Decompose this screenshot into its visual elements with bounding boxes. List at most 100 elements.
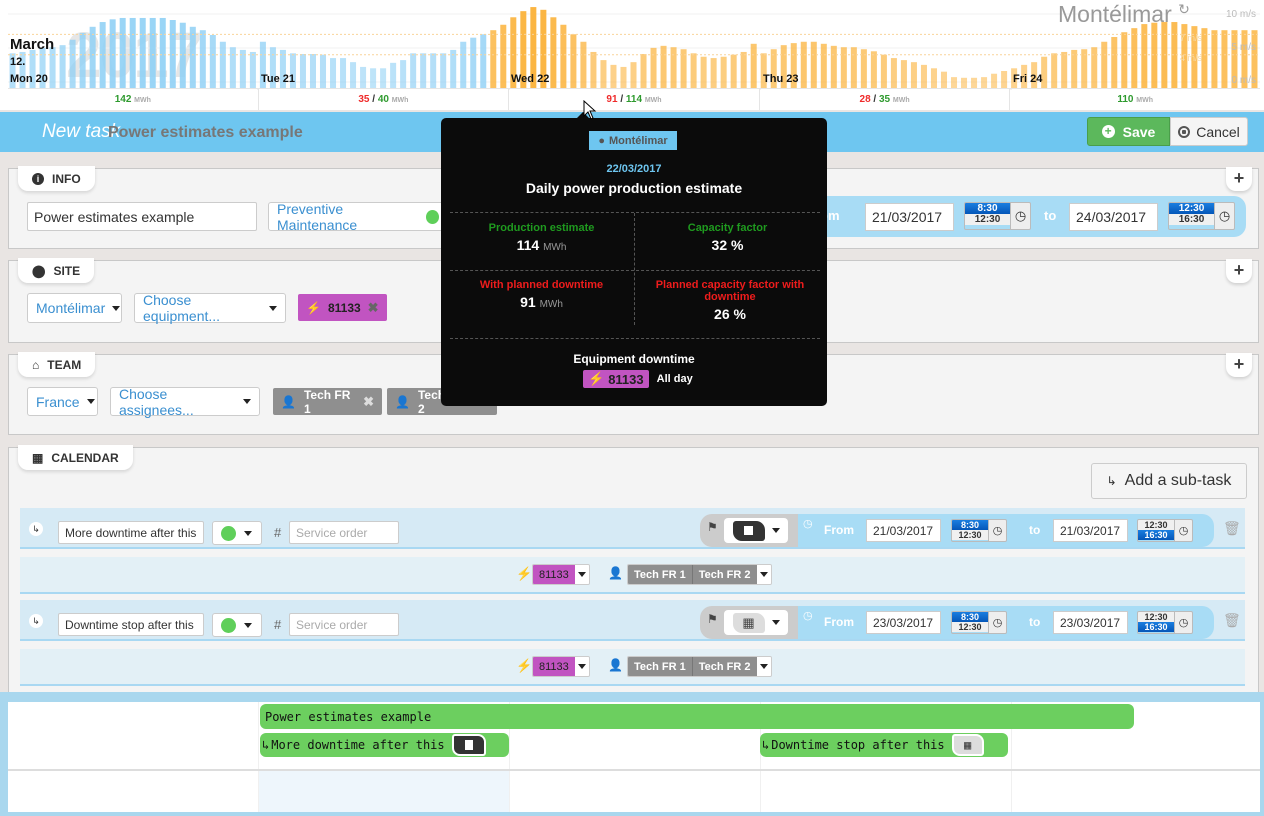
refresh-icon[interactable]: ↻	[1178, 1, 1190, 17]
service-order-input[interactable]: Service order	[289, 521, 399, 544]
wind-bar	[680, 49, 687, 88]
subtask-icon-select[interactable]: ▦	[724, 610, 788, 635]
wind-bar	[730, 54, 737, 88]
equipment-id: 81133	[608, 371, 644, 387]
wind-bar	[750, 43, 757, 88]
subtask-equipment-select[interactable]: 81133	[532, 564, 590, 585]
remove-icon[interactable]: ✖	[363, 393, 374, 409]
subtask-color-select[interactable]	[212, 613, 262, 637]
gantt-task-bar[interactable]: Power estimates example	[260, 704, 1134, 729]
wind-bar	[940, 71, 948, 88]
bar-label: Power estimates example	[265, 709, 432, 724]
from-time-slot[interactable]: 8:30 12:30	[951, 611, 989, 634]
time-slot-option[interactable]: 12:30	[965, 214, 1010, 225]
remove-icon[interactable]: ✖	[367, 299, 379, 315]
equipment-downtime-label: Equipment downtime	[573, 352, 695, 366]
time-slot-option[interactable]: 12:30	[1138, 520, 1174, 530]
clock-icon[interactable]: ◷	[1175, 519, 1193, 542]
downtime-capacity-factor: Planned capacity factor with downtime 26 …	[640, 279, 820, 322]
time-slot-option[interactable]: 12:30	[1138, 612, 1174, 622]
wind-bar	[690, 53, 697, 88]
from-time-slot[interactable]: 8:30 12:30	[964, 202, 1011, 230]
save-label: Save	[1122, 123, 1156, 140]
time-slot-option[interactable]: 12:30	[952, 622, 988, 632]
wind-bar	[460, 41, 467, 88]
time-slot-option[interactable]: 12:30	[1169, 203, 1214, 214]
subtask-name-input[interactable]: More downtime after this	[58, 521, 204, 544]
gantt-subtask-bar[interactable]: ↳ Downtime stop after this ▦	[760, 733, 1008, 757]
wind-bar	[229, 47, 236, 88]
subtask-color-select[interactable]	[212, 521, 262, 545]
wind-bar	[480, 34, 487, 88]
from-date-input[interactable]: 21/03/2017	[866, 519, 941, 542]
cancel-button[interactable]: Cancel	[1170, 117, 1248, 146]
estimate-value: 110	[1117, 94, 1134, 105]
time-slot-option[interactable]: 8:30	[952, 520, 988, 530]
from-time-slot[interactable]: 8:30 12:30	[951, 519, 989, 542]
day-summary[interactable]: 110 MWh	[1010, 89, 1260, 110]
subtask-icon-select[interactable]	[724, 518, 788, 543]
from-date-input[interactable]: 23/03/2017	[866, 611, 941, 634]
task-name-input[interactable]: Power estimates example	[27, 202, 257, 231]
task-type-select[interactable]: Preventive Maintenance	[268, 201, 448, 233]
subtask-equipment-select[interactable]: 81133	[532, 656, 590, 677]
country-select[interactable]: France	[27, 387, 98, 416]
service-order-input[interactable]: Service order	[289, 613, 399, 636]
wind-bar	[620, 66, 627, 88]
clock-icon[interactable]: ◷	[989, 519, 1007, 542]
wind-bar	[370, 68, 377, 88]
tab-label: CALENDAR	[51, 450, 119, 465]
wind-bar	[700, 56, 707, 88]
wind-bar	[760, 53, 767, 88]
expand-plus-button[interactable]: +	[1226, 167, 1252, 191]
save-button[interactable]: + Save	[1087, 117, 1170, 146]
expand-plus-button[interactable]: +	[1226, 259, 1252, 283]
expand-plus-button[interactable]: +	[1226, 353, 1252, 377]
time-slot-option[interactable]: 12:30	[952, 530, 988, 540]
subtask-resources-row: ⚡ 81133 👤 Tech FR 1 Tech FR 2	[20, 557, 1245, 594]
trash-icon[interactable]: 🗑	[1223, 520, 1241, 536]
stat-value: 91	[520, 294, 536, 310]
caret-down-icon	[112, 305, 121, 311]
clock-icon[interactable]: ◷	[989, 611, 1007, 634]
subtask-date-range: ◷ From 23/03/2017 8:30 12:30 ◷ to 23/03/2…	[798, 606, 1214, 639]
gantt-subtask-bar[interactable]: ↳ More downtime after this	[260, 733, 509, 757]
wind-bar	[710, 58, 717, 88]
site-select[interactable]: Montélimar	[27, 293, 122, 323]
trash-icon[interactable]: 🗑	[1223, 612, 1241, 628]
subtask-assignee-select[interactable]: Tech FR 1 Tech FR 2	[627, 564, 772, 585]
subtask-assignee-select[interactable]: Tech FR 1 Tech FR 2	[627, 656, 772, 677]
select-value: Choose assignees...	[119, 385, 194, 418]
to-time-slot[interactable]: 12:30 16:30	[1168, 202, 1215, 230]
day-label: Tue 21	[261, 73, 296, 85]
to-date-input[interactable]: 24/03/2017	[1069, 203, 1158, 231]
time-slot-option[interactable]: 8:30	[965, 203, 1010, 214]
time-slot-option[interactable]: 8:30	[952, 612, 988, 622]
time-slot-option[interactable]: 16:30	[1138, 530, 1174, 540]
day-summary[interactable]: 28 / 35 MWh	[760, 89, 1011, 110]
bolt-icon: ⚡	[516, 658, 533, 673]
to-time-slot[interactable]: 12:30 16:30	[1137, 519, 1175, 542]
select-value: Montélimar	[36, 300, 106, 316]
clock-icon[interactable]: ◷	[1215, 202, 1235, 230]
time-slot-option[interactable]: 16:30	[1169, 214, 1214, 225]
subtask-name-input[interactable]: Downtime stop after this	[58, 613, 204, 636]
day-summary[interactable]: 142 MWh	[8, 89, 259, 110]
from-date-input[interactable]: 21/03/2017	[865, 203, 954, 231]
to-date-input[interactable]: 23/03/2017	[1053, 611, 1128, 634]
equipment-select[interactable]: Choose equipment...	[134, 292, 286, 324]
day-summary[interactable]: 91 / 114 MWh	[509, 89, 760, 110]
downtime-value: 28	[859, 94, 871, 105]
downtime-value: 35	[358, 94, 370, 105]
wind-bar	[820, 43, 827, 88]
clock-icon[interactable]: ◷	[1011, 202, 1031, 230]
add-subtask-button[interactable]: ↳ Add a sub-task	[1091, 463, 1247, 499]
assignee-select[interactable]: Choose assignees...	[110, 385, 260, 418]
day-summary[interactable]: 35 / 40 MWh	[259, 89, 510, 110]
to-date-input[interactable]: 21/03/2017	[1053, 519, 1128, 542]
wind-bar	[259, 41, 266, 88]
wind-bar	[1101, 41, 1108, 88]
to-time-slot[interactable]: 12:30 16:30	[1137, 611, 1175, 634]
time-slot-option[interactable]: 16:30	[1138, 622, 1174, 632]
clock-icon[interactable]: ◷	[1175, 611, 1193, 634]
